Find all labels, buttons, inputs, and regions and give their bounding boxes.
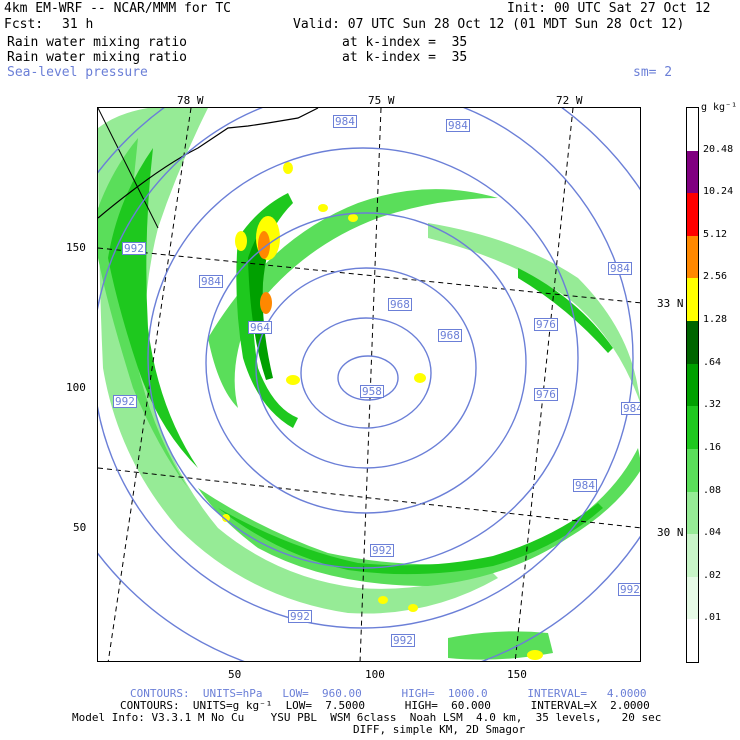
field-1-level: at k-index = 35 [342,35,468,50]
lon-label-75w: 75 W [368,94,395,107]
contour-label: 984 [621,402,640,415]
x-tick-100: 100 [365,668,385,681]
field-2-name: Rain water mixing ratio [7,50,188,65]
pressure-contours [98,108,640,661]
map-panel: 984 984 992 984 968 968 976 976 958 984 … [97,107,641,662]
legend-label: .02 [703,569,722,581]
map-canvas [98,108,640,661]
legend-swatch [687,321,698,364]
legend-swatch [687,278,698,322]
contour-label: 984 [573,479,597,492]
legend-swatch [687,491,698,535]
contour-label: 976 [534,318,558,331]
lat-label-33n: 33 N [657,297,684,310]
contour-label: 992 [113,395,137,408]
legend-swatch [687,150,698,194]
legend-swatch [687,576,698,620]
contour-label: 992 [618,583,640,596]
legend-swatch [687,193,698,236]
field-3-name: Sea-level pressure [7,65,148,80]
legend-label: 1.28 [703,314,728,326]
contour-label: 968 [388,298,412,311]
forecast-hour: 31 h [62,17,94,32]
contour-label: 992 [391,634,415,647]
legend-label: .01 [703,612,722,624]
lon-label-78w: 78 W [177,94,204,107]
smoothing-label: sm= 2 [633,65,673,80]
contour-label: 984 [608,262,632,275]
contour-label: 968 [438,329,462,342]
contour-label: 964 [248,321,272,334]
state-border [98,108,159,229]
legend-label: .04 [703,527,722,539]
model-title: 4km EM-WRF -- NCAR/MMM for TC [4,1,231,16]
legend-swatch [687,235,698,279]
diffusion-info: DIFF, simple KM, 2D Smagor [353,723,526,736]
model-info: Model Info: V3.3.1 M No Cu YSU PBL WSM 6… [72,711,662,724]
legend-label: .32 [703,399,722,411]
contour-label: 992 [370,544,394,557]
contour-label: 992 [122,242,146,255]
legend-label: .16 [703,441,722,453]
forecast-label: Fcst: [4,17,44,32]
contour-label: 984 [333,115,357,128]
valid-time: Valid: 07 UTC Sun 28 Oct 12 (01 MDT Sun … [293,17,685,32]
contours-slp: CONTOURS: UNITS=hPa LOW= 960.00 HIGH= 10… [130,687,647,700]
init-time: Init: 00 UTC Sat 27 Oct 12 [507,1,711,16]
contour-label: 958 [360,385,384,398]
x-tick-150: 150 [507,668,527,681]
contour-label: 992 [288,610,312,623]
legend-swatch [687,619,698,662]
y-tick-100: 100 [66,381,86,394]
color-legend [686,107,699,663]
legend-label: 2.56 [703,271,728,283]
rain-field [98,108,640,660]
legend-label: .64 [703,356,722,368]
contours-rain: CONTOURS: UNITS=g kg⁻¹ LOW= 7.5000 HIGH=… [120,699,650,712]
legend-label: 10.24 [703,186,734,198]
contour-label: 976 [534,388,558,401]
lat-label-30n: 30 N [657,526,684,539]
legend-swatch [687,108,698,151]
legend-label: 20.48 [703,143,734,155]
legend-unit: g kg⁻¹ [701,102,738,113]
field-1-name: Rain water mixing ratio [7,35,188,50]
y-tick-150: 150 [66,241,86,254]
contour-label: 984 [446,119,470,132]
legend-label: 5.12 [703,228,728,240]
legend-label: .08 [703,484,722,496]
legend-swatch [687,448,698,492]
contour-label: 984 [199,275,223,288]
x-tick-50: 50 [228,668,242,681]
legend-swatch [687,363,698,407]
field-2-level: at k-index = 35 [342,50,468,65]
lon-label-72w: 72 W [556,94,583,107]
legend-swatch [687,534,698,577]
y-tick-50: 50 [73,521,87,534]
coastline [98,108,319,219]
legend-swatch [687,406,698,449]
